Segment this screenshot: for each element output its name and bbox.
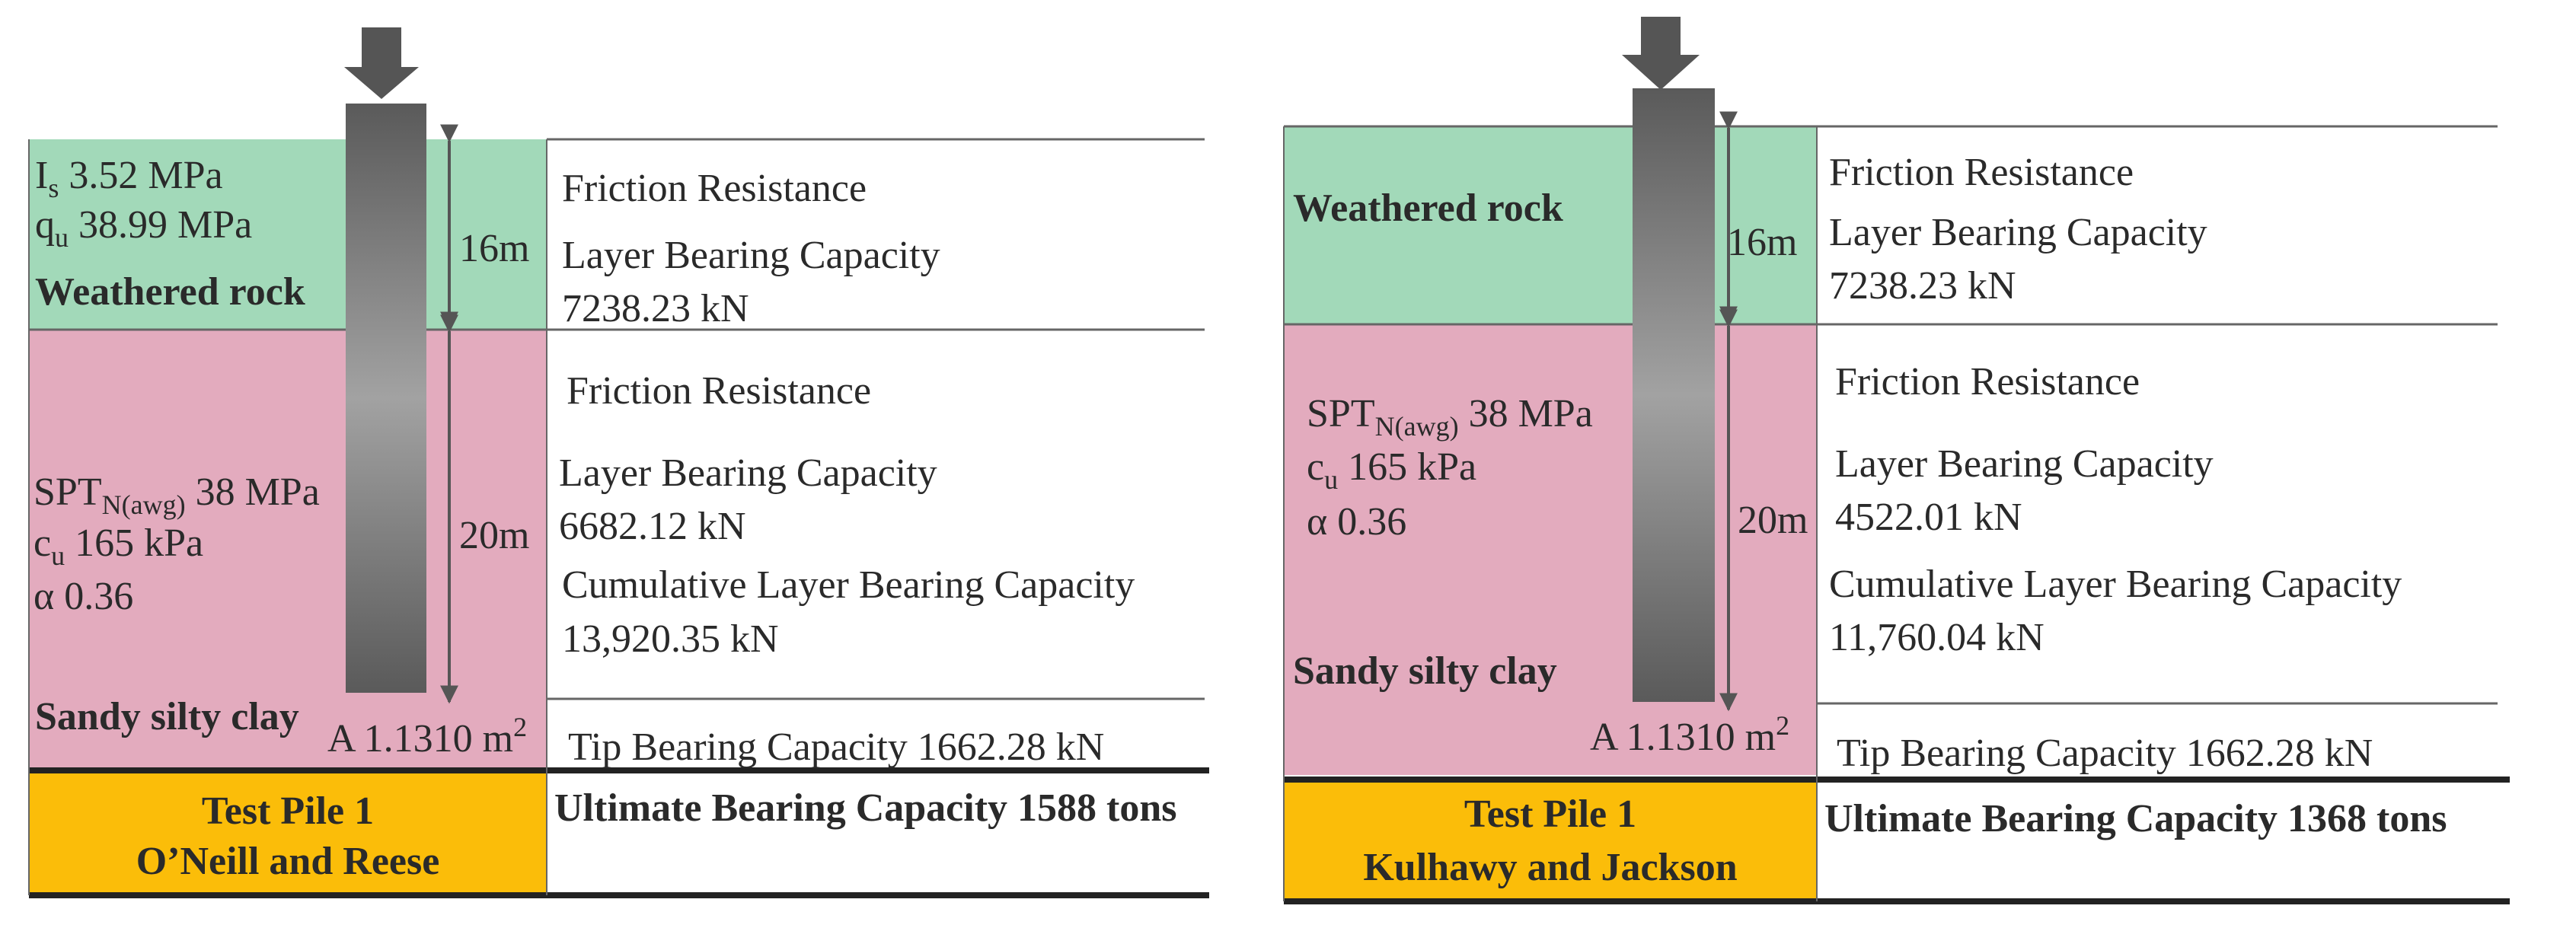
cu-parameter: cu 165 kPa — [34, 521, 203, 571]
rock-friction-resistance: Friction Resistance — [562, 167, 867, 210]
clay-depth-label: 20m — [1738, 499, 1808, 542]
ultimate-bearing-capacity: Ultimate Bearing Capacity 1588 tons — [554, 786, 1176, 830]
sandy-clay-layer — [29, 330, 547, 769]
pile-shaft — [346, 104, 426, 693]
rock-depth-label: 16m — [1727, 221, 1797, 264]
pile-area-label: A 1.1310 m2 — [327, 712, 527, 761]
spt-parameter: SPTN(awg) 38 MPa — [1307, 392, 1593, 442]
panel-left: Is 3.52 MPa qu 38.99 MPa Weathered rock … — [28, 27, 1209, 898]
rock-layer-capacity-value: 7238.23 kN — [562, 287, 749, 330]
rock-layer-capacity-label: Layer Bearing Capacity — [1829, 211, 2207, 254]
tip-bearing-capacity: Tip Bearing Capacity 1662.28 kN — [568, 725, 1104, 769]
tip-bearing-capacity: Tip Bearing Capacity 1662.28 kN — [1837, 732, 2373, 775]
qu-parameter: qu 38.99 MPa — [35, 203, 252, 253]
clay-friction-resistance: Friction Resistance — [1835, 360, 2140, 403]
spt-parameter: SPTN(awg) 38 MPa — [34, 470, 320, 520]
pile-shaft — [1633, 88, 1715, 702]
alpha-parameter: α 0.36 — [34, 575, 133, 618]
rock-friction-resistance: Friction Resistance — [1829, 151, 2134, 194]
ultimate-bearing-capacity: Ultimate Bearing Capacity 1368 tons — [1824, 797, 2447, 840]
cumulative-capacity-value: 11,760.04 kN — [1829, 616, 2045, 659]
clay-layer-capacity-label: Layer Bearing Capacity — [1835, 442, 2214, 486]
rock-layer-name: Weathered rock — [1293, 187, 1563, 230]
rock-layer-name: Weathered rock — [35, 270, 305, 314]
pile-label-box — [1284, 783, 1817, 900]
load-arrow-icon — [344, 27, 419, 99]
weathered-rock-layer — [29, 139, 547, 330]
panel-right: Weathered rock 16m SPTN(awg) 38 MPa cu 1… — [1283, 17, 2510, 904]
load-arrow-icon — [1622, 17, 1700, 90]
pile-label-box — [29, 773, 547, 894]
alpha-parameter: α 0.36 — [1307, 500, 1406, 544]
cu-parameter: cu 165 kPa — [1307, 445, 1476, 495]
clay-layer-name: Sandy silty clay — [35, 695, 299, 738]
clay-layer-capacity-label: Layer Bearing Capacity — [559, 451, 937, 495]
rock-layer-capacity-value: 7238.23 kN — [1829, 264, 2016, 308]
clay-layer-name: Sandy silty clay — [1293, 649, 1557, 693]
clay-layer-capacity-value: 4522.01 kN — [1835, 496, 2022, 539]
is-parameter: Is 3.52 MPa — [35, 154, 223, 203]
pile-title: Test Pile 1 — [202, 789, 374, 833]
clay-depth-label: 20m — [459, 514, 529, 557]
cumulative-capacity-value: 13,920.35 kN — [562, 617, 779, 661]
cumulative-capacity-label: Cumulative Layer Bearing Capacity — [562, 563, 1135, 607]
cumulative-capacity-label: Cumulative Layer Bearing Capacity — [1829, 563, 2402, 606]
clay-friction-resistance: Friction Resistance — [567, 369, 871, 413]
rock-depth-label: 16m — [459, 227, 529, 270]
pile-method: Kulhawy and Jackson — [1363, 846, 1737, 889]
clay-layer-capacity-value: 6682.12 kN — [559, 505, 746, 548]
rock-layer-capacity-label: Layer Bearing Capacity — [562, 234, 940, 277]
pile-method: O’Neill and Reese — [136, 840, 440, 883]
pile-title: Test Pile 1 — [1464, 792, 1636, 836]
pile-area-label: A 1.1310 m2 — [1590, 710, 1789, 759]
